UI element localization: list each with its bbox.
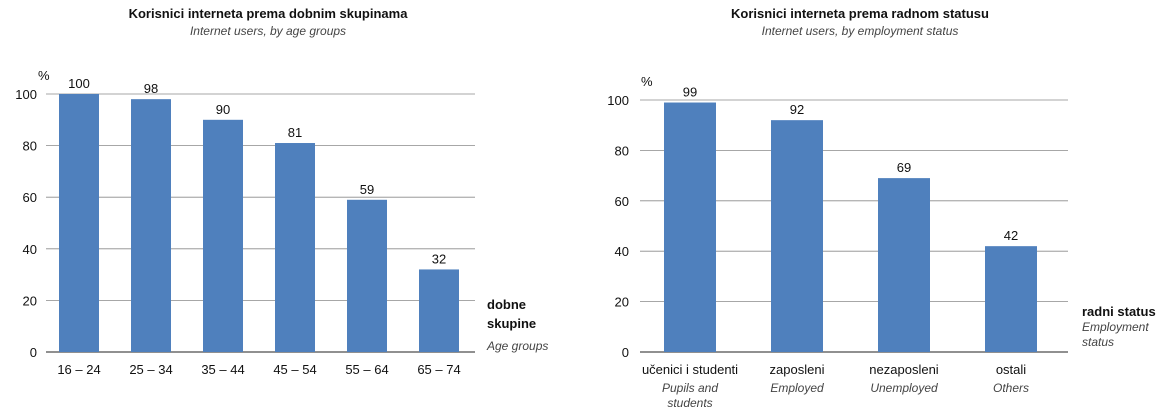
- chart2-value-label-1: 99: [683, 85, 697, 100]
- chart1-bar-4: [275, 143, 315, 352]
- chart2-x-title: radni status: [1082, 304, 1156, 319]
- chart1-bar-1: [59, 94, 99, 352]
- chart1-y-tick-20: 20: [23, 293, 37, 308]
- chart1-y-tick-0: 0: [30, 345, 37, 360]
- chart2-y-tick-0: 0: [622, 345, 629, 360]
- chart1-value-label-1: 100: [68, 76, 90, 91]
- chart2-y-tick-20: 20: [615, 295, 629, 310]
- chart2-bar-4: [985, 246, 1037, 352]
- chart1-y-tick-100: 100: [15, 87, 37, 102]
- chart1-bars: 100 16 – 24 98 25 – 34 90 35 – 44 81 45 – 54 59 5…: [57, 76, 460, 377]
- chart1-gridlines: 0 20 40 60 80 100: [15, 87, 475, 360]
- chart2-value-label-2: 92: [790, 102, 804, 117]
- chart1-category-label-2: 25 – 34: [129, 362, 172, 377]
- chart2-category-en-label-2-1: Employed: [770, 381, 824, 395]
- chart2-category-label-2: zaposleni: [770, 362, 825, 377]
- chart2-x-title-en-line2: status: [1082, 335, 1114, 349]
- chart2-bar-3: [878, 178, 930, 352]
- chart1-y-tick-40: 40: [23, 242, 37, 257]
- chart2-category-label-1: učenici i studenti: [642, 362, 738, 377]
- chart1-value-label-5: 59: [360, 182, 374, 197]
- chart1-value-label-6: 32: [432, 251, 446, 266]
- chart1-value-label-3: 90: [216, 102, 230, 117]
- chart1-category-label-4: 45 – 54: [273, 362, 316, 377]
- chart2-category-label-4: ostali: [996, 362, 1026, 377]
- chart1-bar-5: [347, 199, 387, 352]
- chart1-category-label-6: 65 – 74: [417, 362, 460, 377]
- chart2-value-label-4: 42: [1004, 228, 1018, 243]
- chart2-y-tick-60: 60: [615, 194, 629, 209]
- chart2-bar-1: [664, 102, 716, 353]
- chart1-x-title-en: Age groups: [486, 339, 548, 353]
- chart2-bar-2: [771, 120, 823, 352]
- chart2-category-en-label-3-1: Unemployed: [870, 381, 938, 395]
- chart2-y-tick-80: 80: [615, 143, 629, 158]
- chart1-bar-2: [131, 99, 171, 352]
- chart2-x-title-en-line1: Employment: [1082, 320, 1149, 334]
- chart1-category-label-5: 55 – 64: [345, 362, 388, 377]
- chart2-y-unit: %: [641, 74, 653, 89]
- chart2-y-tick-100: 100: [607, 93, 629, 108]
- chart1-bar-6: [419, 269, 459, 352]
- chart1-value-label-2: 98: [144, 81, 158, 96]
- chart2-value-label-3: 69: [897, 160, 911, 175]
- chart2-category-en-label-1-1: Pupils and: [662, 381, 718, 395]
- chart2-y-tick-40: 40: [615, 244, 629, 259]
- chart2-category-en-label-1-2: students: [667, 396, 712, 410]
- chart1-x-title-line1: dobne: [487, 297, 526, 312]
- chart1-subtitle: Internet users, by age groups: [190, 24, 346, 38]
- chart1-value-label-4: 81: [288, 125, 302, 140]
- chart1-y-tick-80: 80: [23, 139, 37, 154]
- chart1-title: Korisnici interneta prema dobnim skupina…: [129, 6, 409, 21]
- chart2-category-label-3: nezaposleni: [869, 362, 938, 377]
- chart1-category-label-3: 35 – 44: [201, 362, 244, 377]
- chart1-y-tick-60: 60: [23, 190, 37, 205]
- chart1-bar-3: [203, 119, 243, 352]
- chart2-subtitle: Internet users, by employment status: [762, 24, 959, 38]
- chart2-title: Korisnici interneta prema radnom statusu: [731, 6, 989, 21]
- chart1-x-title-line2: skupine: [487, 316, 536, 331]
- chart1-y-unit: %: [38, 68, 50, 83]
- chart-age-groups: Korisnici interneta prema dobnim skupina…: [15, 6, 548, 377]
- chart-employment-status: Korisnici interneta prema radnom statusu…: [607, 6, 1155, 410]
- chart2-category-en-label-4-1: Others: [993, 381, 1029, 395]
- chart1-category-label-1: 16 – 24: [57, 362, 100, 377]
